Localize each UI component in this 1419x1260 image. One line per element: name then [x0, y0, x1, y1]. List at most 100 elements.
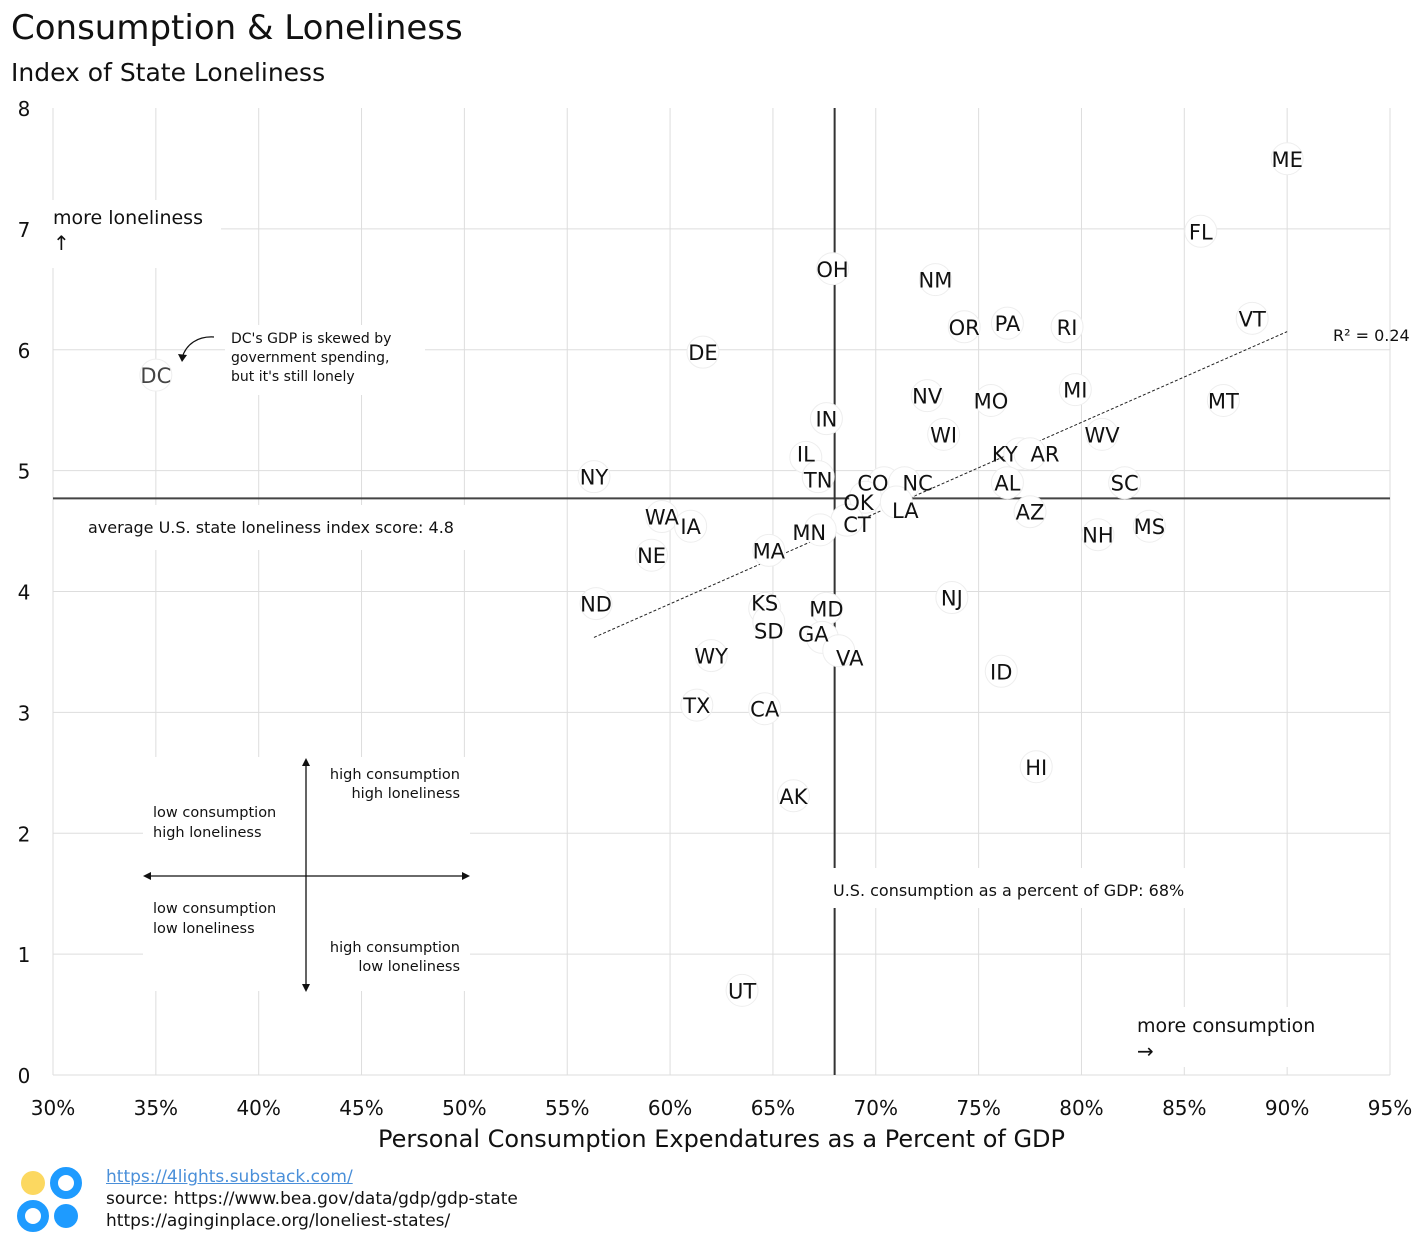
data-point-mo: [974, 384, 1008, 418]
point-label: WY: [694, 645, 728, 669]
point-label: HI: [1025, 756, 1047, 780]
point-label: AZ: [1016, 501, 1045, 525]
point-label: VA: [836, 647, 864, 671]
more-loneliness-label: more loneliness: [53, 207, 203, 229]
data-point-sd: [752, 605, 786, 639]
source-aginginplace: https://aginginplace.org/loneliest-state…: [106, 1211, 451, 1231]
dc-note-line: DC's GDP is skewed by: [231, 331, 391, 347]
dc-note-line: but it's still lonely: [231, 369, 355, 385]
data-point-ia: [674, 509, 708, 543]
point-label: ND: [580, 593, 612, 617]
point-label: RI: [1057, 316, 1078, 340]
data-point-nj: [935, 581, 969, 615]
data-point-dc: [139, 358, 173, 392]
more-consumption-bg: [1130, 1007, 1320, 1067]
point-label: NV: [912, 385, 943, 409]
y-tick-label: 2: [18, 822, 31, 846]
x-tick-label: 35%: [134, 1096, 178, 1120]
point-label: AL: [994, 472, 1020, 496]
data-point-nm: [918, 263, 952, 297]
data-point-tn: [801, 460, 835, 494]
point-label: PA: [995, 312, 1021, 336]
point-label: UT: [728, 979, 756, 1003]
source-bea: source: https://www.bea.gov/data/gdp/gdp…: [106, 1189, 518, 1209]
y-tick-label: 4: [18, 581, 31, 605]
data-point-la: [879, 485, 913, 519]
data-point-nd: [579, 587, 613, 621]
point-label: FL: [1189, 220, 1213, 244]
point-label: NH: [1082, 524, 1114, 548]
data-point-ne: [635, 538, 669, 572]
y-tick-label: 3: [18, 701, 31, 725]
average-loneliness-label: average U.S. state loneliness index scor…: [88, 518, 454, 537]
data-point-ak: [776, 779, 810, 813]
data-point-oh: [816, 252, 850, 286]
substack-link[interactable]: https://4lights.substack.com/: [106, 1167, 353, 1187]
quadrant-top-right: high loneliness: [351, 786, 460, 802]
point-label: GA: [798, 622, 829, 646]
chart-title: Consumption & Loneliness: [11, 8, 463, 48]
data-point-wv: [1085, 417, 1119, 451]
x-tick-label: 70%: [854, 1096, 898, 1120]
trendline: [593, 331, 1288, 638]
x-tick-label: 60%: [648, 1096, 692, 1120]
point-label: AK: [779, 785, 808, 809]
data-point-vt: [1235, 301, 1269, 335]
data-point-ma: [752, 533, 786, 567]
x-tick-label: 65%: [751, 1096, 795, 1120]
point-label: SD: [754, 620, 784, 644]
data-point-mi: [1058, 373, 1092, 407]
y-tick-label: 5: [18, 460, 31, 484]
point-label: DE: [688, 341, 717, 365]
up-arrow-icon: ↑: [53, 231, 70, 255]
data-point-ut: [725, 973, 759, 1007]
point-label: CA: [750, 698, 780, 722]
point-label: MI: [1063, 379, 1087, 403]
data-point-nh: [1081, 518, 1115, 552]
quadrant-bottom-left: low consumption: [153, 901, 276, 917]
x-tick-label: 75%: [956, 1096, 1000, 1120]
quadrant-top-right: high consumption: [330, 767, 460, 783]
point-label: IL: [797, 442, 815, 466]
data-point-ri: [1050, 310, 1084, 344]
data-point-mn: [803, 513, 837, 547]
x-tick-label: 90%: [1265, 1096, 1309, 1120]
r-squared-label: R² = 0.24: [1333, 326, 1410, 345]
point-label: LA: [892, 499, 919, 523]
point-label: CT: [843, 513, 871, 537]
chart-subtitle: Index of State Loneliness: [11, 58, 326, 87]
right-arrow-icon: →: [1137, 1039, 1154, 1063]
point-label: OR: [949, 316, 980, 340]
y-tick-label: 8: [18, 97, 31, 121]
average-label-bg: [80, 505, 475, 550]
data-point-me: [1270, 142, 1304, 176]
point-label: TX: [682, 694, 710, 718]
point-label: TN: [803, 469, 833, 493]
data-point-ar: [1013, 437, 1047, 471]
point-label: OH: [816, 258, 848, 282]
point-label: IN: [815, 408, 837, 432]
y-tick-label: 0: [18, 1064, 31, 1088]
data-point-tx: [680, 688, 714, 722]
data-point-nv: [910, 379, 944, 413]
data-point-az: [1013, 495, 1047, 529]
data-point-va: [822, 634, 856, 668]
data-point-or: [947, 310, 981, 344]
point-label: ID: [990, 660, 1012, 684]
point-label: MS: [1134, 515, 1165, 539]
data-point-wi: [927, 417, 961, 451]
point-label: VT: [1239, 307, 1266, 331]
quadrant-top-left: high loneliness: [153, 825, 262, 841]
quadrant-bottom-right: low loneliness: [358, 959, 460, 975]
x-tick-label: 45%: [339, 1096, 383, 1120]
point-label: NY: [580, 466, 609, 490]
point-label: SC: [1111, 472, 1139, 496]
point-label: MA: [753, 539, 786, 563]
point-label: AR: [1031, 443, 1060, 467]
point-label: MO: [974, 390, 1009, 414]
point-label: MN: [792, 521, 826, 545]
dc-note-bg: [225, 325, 425, 395]
more-consumption-label: more consumption: [1137, 1015, 1315, 1037]
x-tick-label: 85%: [1162, 1096, 1206, 1120]
data-point-al: [990, 466, 1024, 500]
